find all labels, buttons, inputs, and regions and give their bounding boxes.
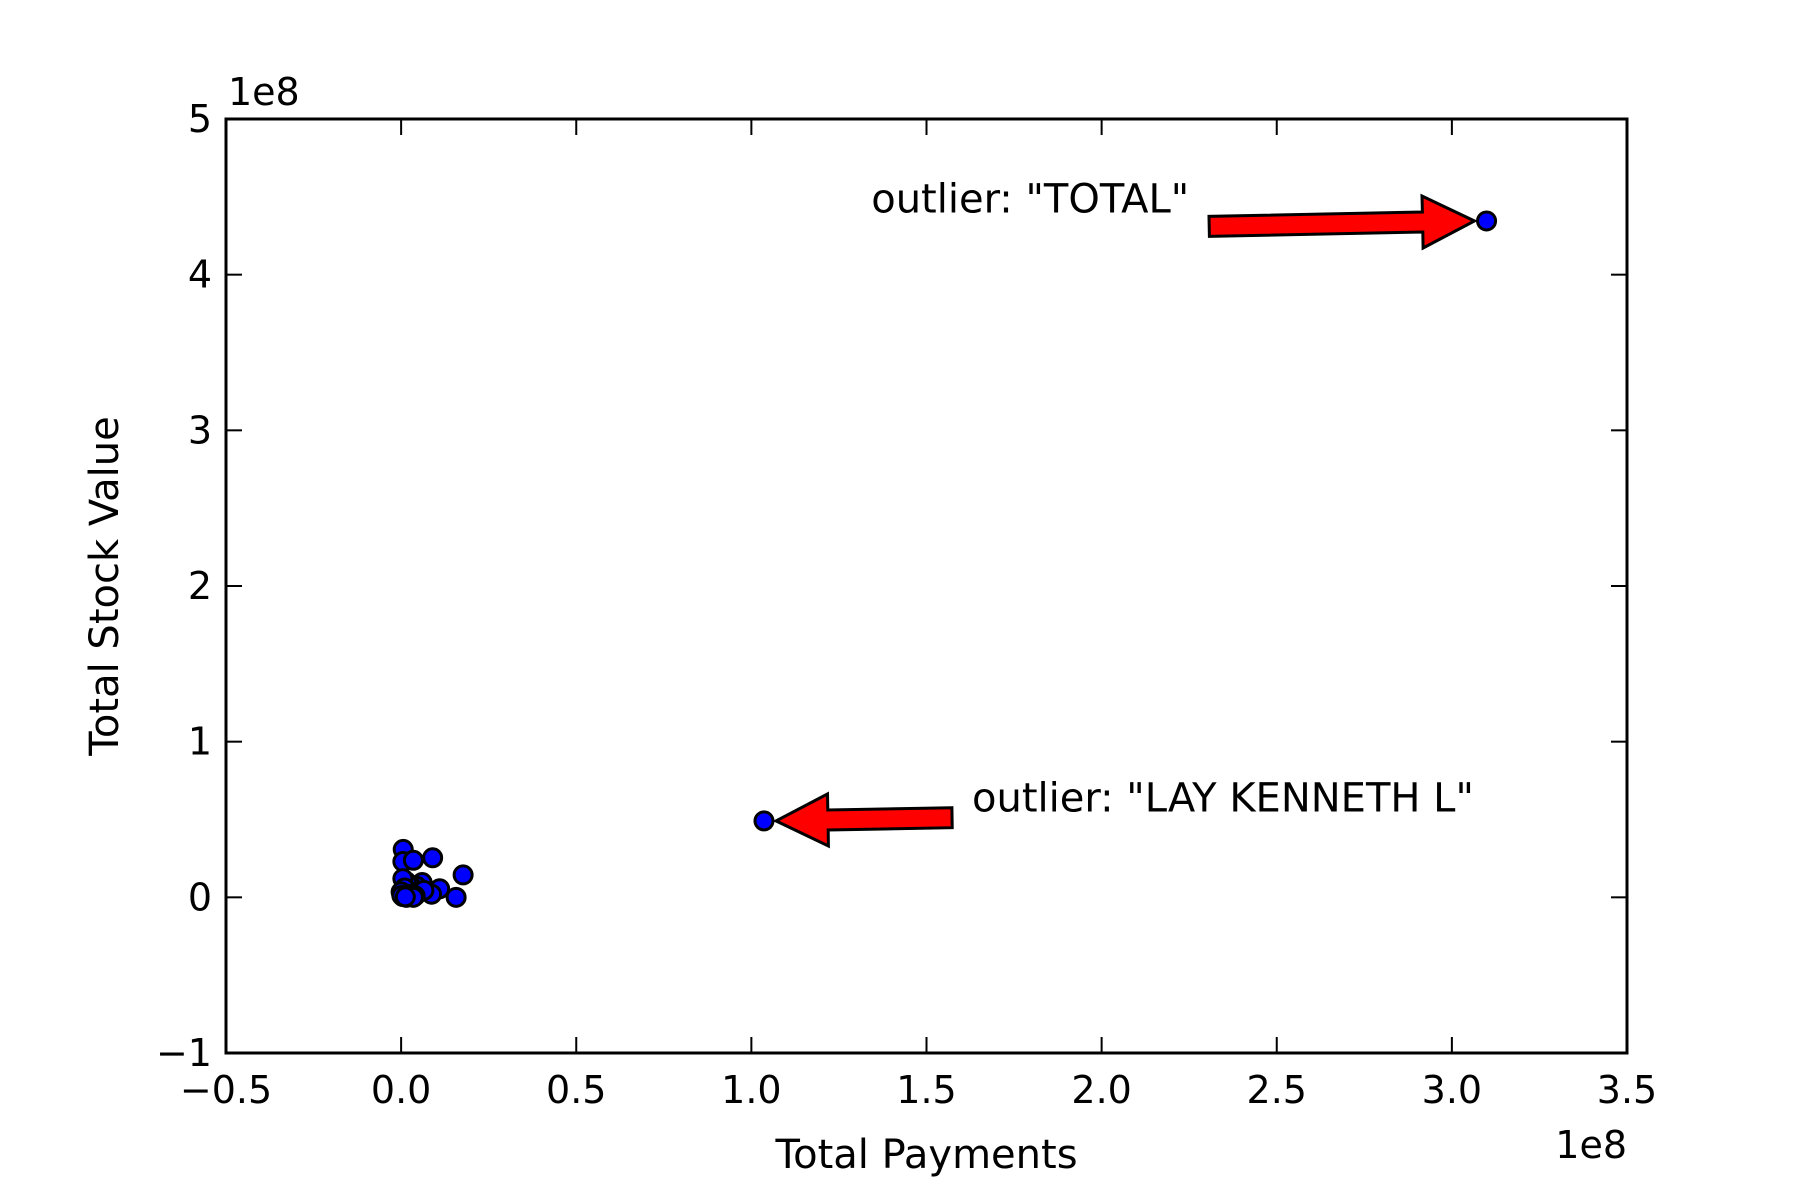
scatter-point [394,886,416,908]
x-tick-label: 3.5 [1597,1068,1657,1112]
x-tick-label: 1.0 [721,1068,781,1112]
scatter-point [402,849,424,871]
x-tick-label: −0.5 [180,1068,272,1112]
x-tick-label: 0.5 [546,1068,606,1112]
annotation-label: outlier: "TOTAL" [871,176,1189,222]
plot-frame [224,117,1629,1055]
y-tick-label: 5 [188,97,212,141]
y-tick-label: 0 [188,875,212,919]
y-tick-label: −1 [156,1031,212,1075]
ticks-layer [225,118,1628,1054]
scatter-point [1476,210,1498,232]
y-tick-label: 3 [188,408,212,452]
scatter-point [422,847,444,869]
y-tick-label: 1 [188,720,212,764]
points-layer [390,210,1498,908]
scatter-point [445,886,467,908]
x-tick-label: 2.0 [1071,1068,1131,1112]
y-tick-label: 4 [188,253,212,297]
y-tick-label: 2 [188,564,212,608]
x-tick-label: 0.0 [371,1068,431,1112]
x-tick-label: 3.0 [1422,1068,1482,1112]
x-tick-label: 1.5 [896,1068,956,1112]
labels-layer: −0.5 0.0 0.5 1.0 1.5 2.0 2.5 3.0 3.5 −1 0 1 2 3 4 5 outl… [156,97,1657,1112]
annotation-label: outlier: "LAY KENNETH L" [972,776,1474,822]
annotation-arrow [1207,193,1478,251]
x-axis-label: Total Payments [774,1132,1077,1178]
annotation-arrow [772,791,954,849]
scatter-point [753,810,775,832]
y-axis-label: Total Stock Value [82,416,128,756]
y-offset-label: 1e8 [228,70,300,114]
scatter-point [452,864,474,886]
arrows-layer [772,193,1478,849]
x-offset-label: 1e8 [1555,1123,1627,1167]
x-tick-label: 2.5 [1247,1068,1307,1112]
